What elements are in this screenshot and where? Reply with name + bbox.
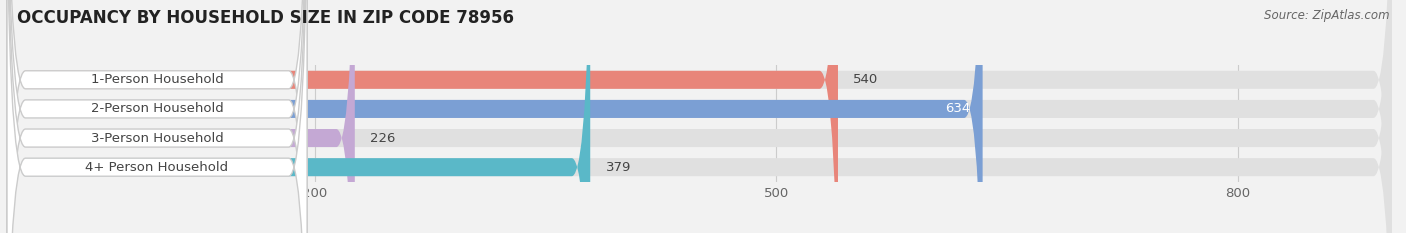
Text: 379: 379 [606,161,631,174]
FancyBboxPatch shape [7,0,1392,233]
Text: Source: ZipAtlas.com: Source: ZipAtlas.com [1264,9,1389,22]
FancyBboxPatch shape [7,0,591,233]
FancyBboxPatch shape [7,0,307,233]
Text: 226: 226 [370,132,395,144]
FancyBboxPatch shape [7,0,1392,233]
Text: 1-Person Household: 1-Person Household [90,73,224,86]
FancyBboxPatch shape [7,0,354,233]
FancyBboxPatch shape [7,0,838,233]
Text: OCCUPANCY BY HOUSEHOLD SIZE IN ZIP CODE 78956: OCCUPANCY BY HOUSEHOLD SIZE IN ZIP CODE … [17,9,513,27]
FancyBboxPatch shape [7,0,307,233]
Text: 540: 540 [853,73,879,86]
FancyBboxPatch shape [7,0,307,233]
Text: 634: 634 [945,103,970,115]
FancyBboxPatch shape [7,0,983,233]
FancyBboxPatch shape [7,0,307,233]
FancyBboxPatch shape [7,0,1392,233]
Text: 4+ Person Household: 4+ Person Household [86,161,229,174]
FancyBboxPatch shape [7,0,1392,233]
Text: 2-Person Household: 2-Person Household [90,103,224,115]
Text: 3-Person Household: 3-Person Household [90,132,224,144]
